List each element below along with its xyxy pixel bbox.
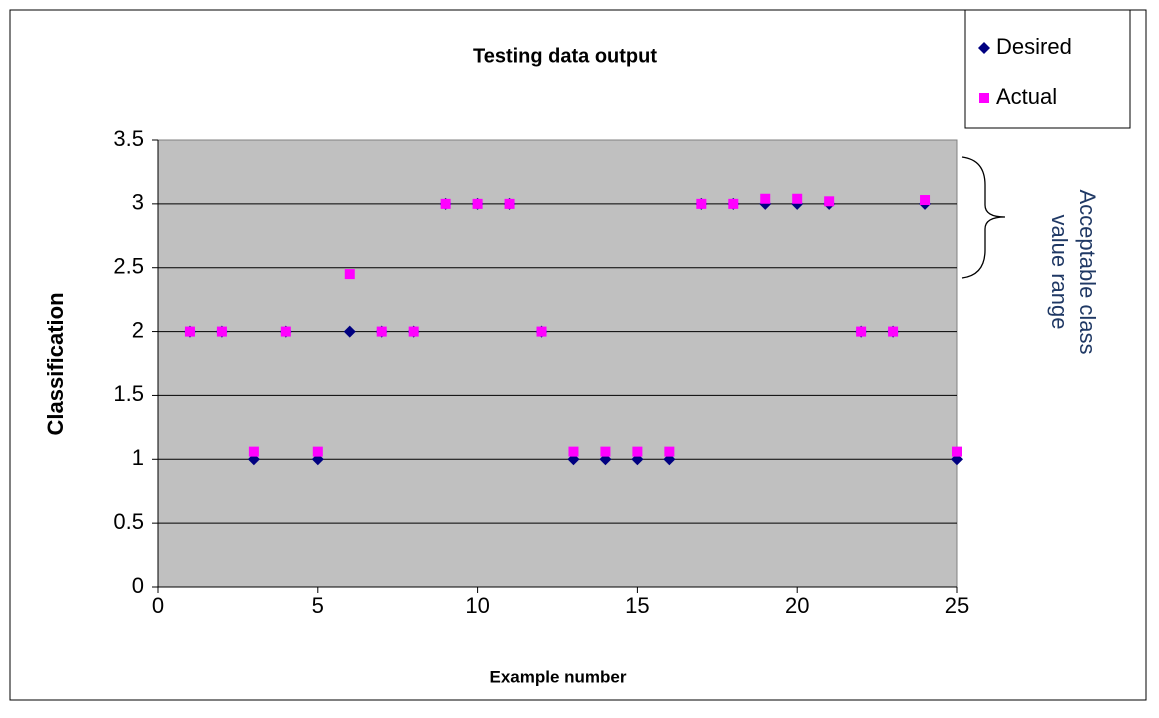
plot-area	[157, 139, 958, 588]
legend-box	[964, 9, 1131, 129]
x-tick-label: 20	[785, 593, 809, 618]
annotation: Acceptable class	[1075, 189, 1100, 354]
point	[472, 198, 483, 209]
y-tick-label: 0	[132, 573, 144, 598]
y-tick-label: 1	[132, 445, 144, 470]
point	[600, 446, 611, 457]
y-axis-label: Classification	[43, 292, 68, 435]
point	[216, 326, 227, 337]
annotation: value range	[1047, 215, 1072, 330]
point	[504, 198, 515, 209]
point	[888, 326, 899, 337]
legend-marker	[978, 42, 990, 54]
chart-title: Testing data output	[473, 45, 657, 67]
point	[728, 198, 739, 209]
x-tick-label: 25	[945, 593, 969, 618]
point	[920, 195, 931, 206]
y-tick-label: 2	[132, 317, 144, 342]
x-axis-label: Example number	[490, 667, 627, 686]
point	[664, 446, 675, 457]
x-tick-label: 5	[312, 593, 324, 618]
x-tick-label: 15	[625, 593, 649, 618]
legend-label: Desired	[996, 34, 1072, 59]
point	[312, 446, 323, 457]
point	[344, 269, 355, 280]
point	[408, 326, 419, 337]
legend-label: Actual	[996, 84, 1057, 109]
point	[440, 198, 451, 209]
y-tick-label: 1.5	[113, 381, 144, 406]
point	[568, 446, 579, 457]
point	[248, 446, 259, 457]
point	[632, 446, 643, 457]
y-tick-label: 3.5	[113, 126, 144, 151]
y-tick-label: 3	[132, 190, 144, 215]
point	[792, 193, 803, 204]
x-tick-label: 0	[152, 593, 164, 618]
point	[952, 446, 962, 457]
point	[536, 326, 547, 337]
point	[280, 326, 291, 337]
point	[343, 325, 356, 338]
y-tick-label: 0.5	[113, 509, 144, 534]
point	[376, 326, 387, 337]
x-tick-label: 10	[465, 593, 489, 618]
brace	[961, 156, 1006, 279]
point	[760, 193, 771, 204]
y-tick-label: 2.5	[113, 254, 144, 279]
point	[824, 196, 835, 207]
point	[696, 198, 707, 209]
point	[856, 326, 867, 337]
point	[184, 326, 195, 337]
legend-marker	[979, 93, 989, 103]
